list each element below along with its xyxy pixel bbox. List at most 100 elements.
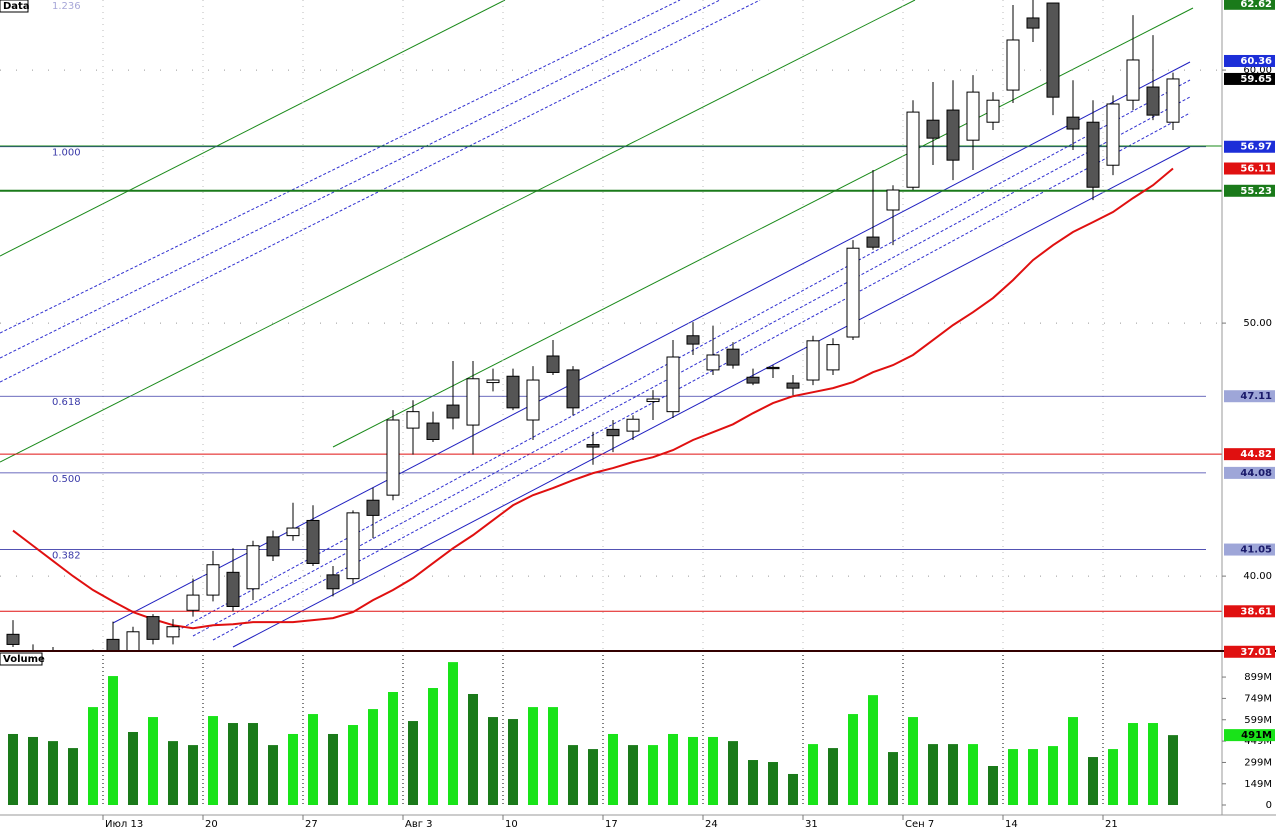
volume-bar xyxy=(588,749,598,805)
volume-bar xyxy=(948,744,958,805)
price-tag xyxy=(1224,0,1275,10)
fib-label: 1.000 xyxy=(52,148,81,159)
volume-bar xyxy=(308,714,318,805)
price-tag xyxy=(1224,605,1275,618)
candle-body xyxy=(946,109,960,161)
volume-bar xyxy=(748,760,758,805)
volume-bar xyxy=(908,717,918,805)
x-tick-label: 27 xyxy=(305,819,318,830)
volume-bar xyxy=(48,741,58,805)
candle-body xyxy=(186,594,200,611)
volume-bar xyxy=(708,736,718,805)
volume-bar xyxy=(208,716,218,805)
volume-bar xyxy=(348,725,358,805)
price-tag-label: 60.36 xyxy=(1240,56,1272,67)
volume-bar xyxy=(548,707,558,805)
volume-bar xyxy=(8,733,18,805)
candle-body xyxy=(966,91,980,141)
candle-body xyxy=(1026,17,1040,29)
volume-bar xyxy=(968,744,978,805)
candle-body xyxy=(306,519,320,564)
candle-body xyxy=(606,428,620,437)
trend-line xyxy=(172,79,1191,634)
trend-line xyxy=(0,0,681,334)
candle-body xyxy=(1126,59,1140,101)
volume-bar xyxy=(408,721,418,805)
volume-bar xyxy=(488,717,498,805)
candle-body xyxy=(986,99,1000,123)
candle-body xyxy=(286,527,300,537)
candle-body xyxy=(326,574,340,590)
volume-bar xyxy=(148,717,158,805)
price-tag xyxy=(1224,466,1275,479)
price-panel xyxy=(0,0,1222,650)
trend-line xyxy=(192,96,1191,637)
y-tick-label: 449M xyxy=(1244,736,1272,747)
panel-title-box xyxy=(0,652,43,666)
y-tick-label: 0 xyxy=(1266,800,1272,811)
volume-bar xyxy=(668,733,678,805)
candle-body xyxy=(426,422,440,440)
candle-body xyxy=(846,247,860,338)
volume-bar xyxy=(648,745,658,805)
volume-bar xyxy=(428,688,438,805)
x-tick-label: 17 xyxy=(605,819,618,830)
candle-body xyxy=(466,378,480,426)
volume-bar xyxy=(1168,735,1178,805)
volume-bar xyxy=(188,745,198,805)
volume-bar xyxy=(468,693,478,805)
volume-bar xyxy=(688,736,698,805)
price-tag xyxy=(1224,448,1275,461)
fib-label: 0.500 xyxy=(52,474,81,485)
x-tick-label: Сен 7 xyxy=(905,819,934,830)
volume-bar xyxy=(1048,746,1058,805)
volume-bar xyxy=(108,676,118,805)
y-tick-label: 60.00 xyxy=(1243,65,1272,76)
volume-bar xyxy=(528,707,538,805)
candle-body xyxy=(586,444,600,448)
volume-bar xyxy=(388,692,398,805)
volume-bar xyxy=(1028,749,1038,805)
x-tick-label: Авг 3 xyxy=(405,819,433,830)
candle-body xyxy=(406,411,420,429)
price-tag xyxy=(1224,54,1275,67)
price-tag-label: 37.01 xyxy=(1240,647,1272,658)
candle-body xyxy=(166,626,180,638)
volume-bar xyxy=(988,766,998,805)
candle-body xyxy=(786,382,800,389)
price-tag-label: 47.11 xyxy=(1240,391,1272,402)
candle-body xyxy=(6,633,20,645)
price-tag-label: 62.62 xyxy=(1240,0,1272,10)
price-tag-label: 38.61 xyxy=(1240,606,1272,617)
trend-line xyxy=(0,0,721,359)
price-tag xyxy=(1224,390,1275,403)
candle-body xyxy=(746,376,760,384)
price-tag-label: 59.65 xyxy=(1240,74,1272,85)
price-tag-label: 44.82 xyxy=(1240,449,1272,460)
candle-body xyxy=(1086,121,1100,188)
price-tag xyxy=(1224,645,1275,658)
volume-bar xyxy=(788,773,798,805)
volume-bar xyxy=(1108,749,1118,805)
candle-body xyxy=(1166,78,1180,123)
volume-bar xyxy=(68,748,78,805)
price-tag-label: 56.97 xyxy=(1240,142,1272,153)
x-tick-label: 31 xyxy=(805,819,818,830)
volume-bar xyxy=(1148,723,1158,805)
candle-body xyxy=(1006,39,1020,91)
price-tag-label: 55.23 xyxy=(1240,186,1272,197)
candle-body xyxy=(146,616,160,640)
candle-body xyxy=(366,499,380,516)
x-tick-label: 20 xyxy=(205,819,218,830)
trend-line xyxy=(212,112,1191,641)
candle-body xyxy=(546,355,560,373)
price-tag-label: 56.11 xyxy=(1240,164,1272,175)
volume-bar xyxy=(568,745,578,805)
x-tick-label: Июл 13 xyxy=(105,819,143,830)
x-tick-label: 21 xyxy=(1105,819,1118,830)
volume-bar xyxy=(728,741,738,805)
candle-body xyxy=(266,536,280,557)
